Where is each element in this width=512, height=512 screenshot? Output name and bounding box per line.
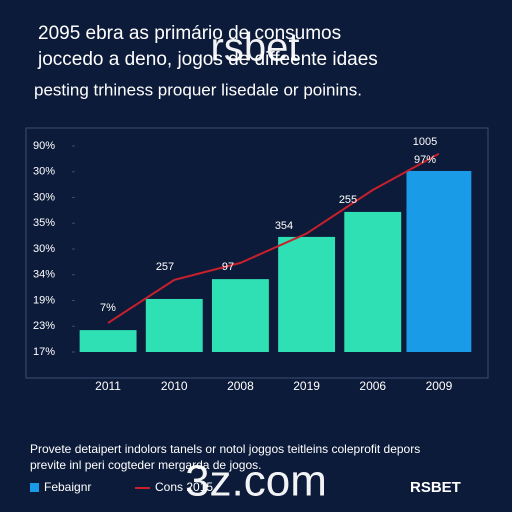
- footer-text: Provete detaipert indolors tanels or not…: [30, 442, 420, 456]
- bar: [344, 211, 402, 352]
- annotation: 255: [339, 194, 357, 206]
- x-tick-label: 2008: [227, 379, 254, 393]
- x-tick-label: 2011: [95, 379, 121, 393]
- annotation: 97%: [414, 154, 436, 166]
- bar: [406, 170, 472, 352]
- chart-title: joccedo a deno, jogos de diffeente idaes: [37, 49, 378, 70]
- y-tick-label: 19%: [33, 294, 55, 306]
- footer-text: previte inl peri cogteder mergarda de jo…: [30, 458, 261, 472]
- bar: [79, 330, 137, 352]
- x-tick-label: 2006: [359, 379, 386, 393]
- bar: [145, 298, 203, 352]
- bar: [278, 236, 336, 352]
- annotation: 1005: [413, 136, 437, 148]
- line: [107, 152, 440, 324]
- x-tick-label: 2010: [161, 379, 188, 393]
- annotation: 354: [275, 220, 293, 232]
- annotation: 97: [222, 261, 234, 273]
- y-tick-label: 17%: [33, 346, 55, 358]
- y-tick-label: 35%: [33, 217, 55, 229]
- y-tick-label: 23%: [33, 320, 55, 332]
- y-tick-label: 90%: [33, 140, 55, 152]
- y-tick-label: 30%: [33, 243, 55, 255]
- brand-logo: RSBET: [410, 479, 461, 496]
- legend-swatch: [30, 483, 39, 492]
- legend-label: Febaignr: [44, 480, 91, 494]
- y-tick-label: 34%: [33, 269, 55, 281]
- y-tick-label: 30%: [33, 191, 55, 203]
- bar: [211, 279, 269, 352]
- chart-subtitle: pesting trhiness proquer lisedale or poi…: [34, 80, 362, 99]
- chart-title: 2095 ebra as primário de consumos: [38, 23, 341, 44]
- legend-label: Cons 2015: [155, 480, 213, 494]
- y-tick-label: 30%: [33, 166, 55, 178]
- plot-frame: [25, 127, 489, 379]
- watermark: rsbet: [211, 26, 300, 70]
- watermark: 3z.com: [185, 457, 327, 506]
- annotation: 257: [156, 261, 174, 273]
- x-tick-label: 2019: [293, 379, 320, 393]
- x-tick-label: 2009: [426, 379, 453, 393]
- annotation: 7%: [100, 302, 116, 314]
